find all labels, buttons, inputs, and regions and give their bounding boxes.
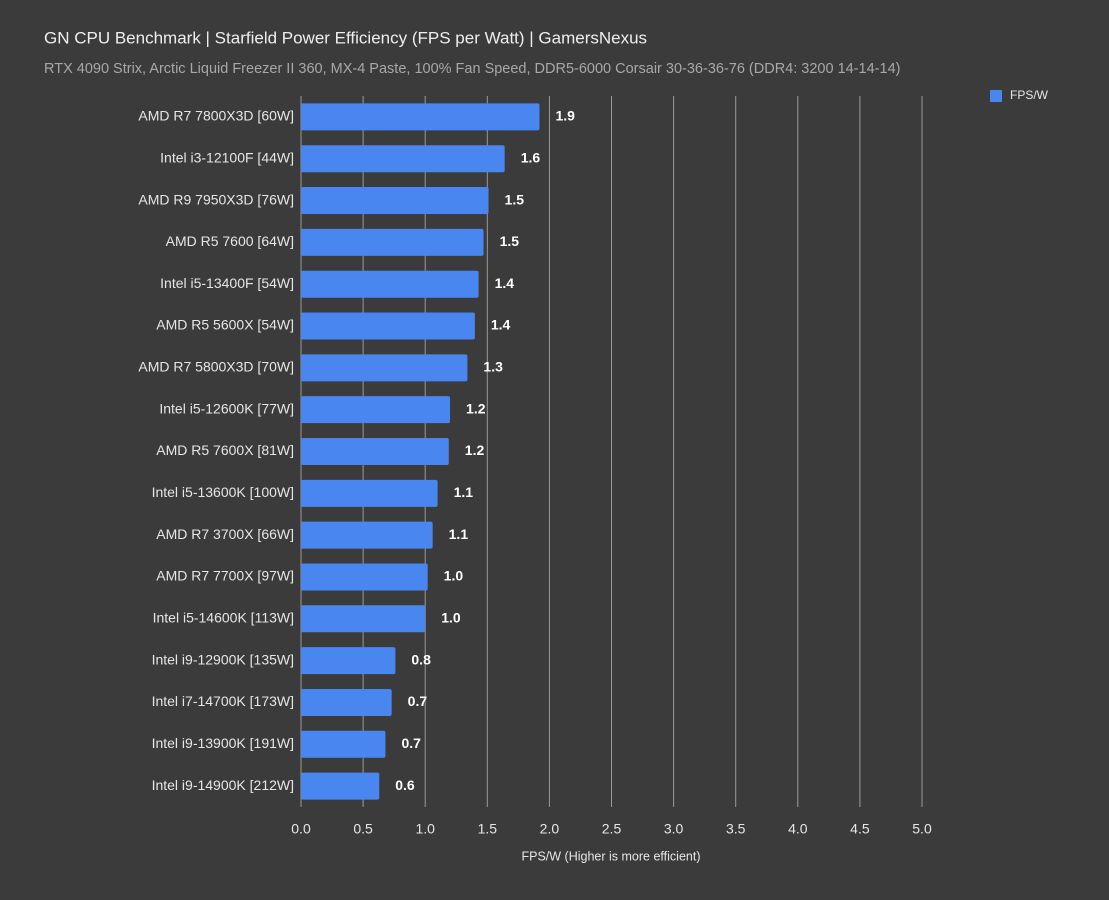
bar — [301, 145, 505, 173]
value-label: 1.3 — [483, 359, 503, 375]
y-tick-label: AMD R5 5600X [54W] — [156, 317, 294, 333]
value-label: 1.4 — [491, 317, 511, 333]
bar — [301, 730, 386, 758]
value-label: 0.6 — [395, 777, 415, 793]
y-tick-label: Intel i9-12900K [135W] — [152, 651, 294, 667]
bar — [301, 563, 428, 591]
legend-swatch — [990, 90, 1002, 102]
bar — [301, 772, 380, 800]
y-tick-label: Intel i3-12100F [44W] — [160, 149, 294, 165]
y-tick-label: AMD R7 7800X3D [60W] — [138, 108, 294, 124]
value-label: 1.2 — [466, 400, 486, 416]
chart-title: GN CPU Benchmark | Starfield Power Effic… — [44, 28, 647, 47]
x-tick-label: 4.0 — [788, 821, 808, 837]
x-tick-label: 2.5 — [602, 821, 622, 837]
value-label: 1.4 — [495, 275, 515, 291]
y-tick-label: AMD R7 5800X3D [70W] — [138, 359, 294, 375]
y-tick-label: Intel i9-14900K [212W] — [152, 777, 294, 793]
bar — [301, 479, 438, 507]
value-label: 1.6 — [521, 149, 541, 165]
value-label: 1.0 — [441, 609, 461, 625]
chart-subtitle: RTX 4090 Strix, Arctic Liquid Freezer II… — [44, 61, 900, 77]
y-tick-label: AMD R7 3700X [66W] — [156, 526, 294, 542]
bar — [301, 228, 484, 256]
x-tick-label: 5.0 — [912, 821, 932, 837]
bar — [301, 270, 479, 298]
bar — [301, 605, 426, 633]
bar — [301, 103, 540, 131]
bar — [301, 396, 451, 424]
y-tick-label: Intel i7-14700K [173W] — [152, 693, 294, 709]
bar — [301, 688, 392, 716]
y-tick-label: AMD R7 7700X [97W] — [156, 568, 294, 584]
x-tick-label: 3.0 — [664, 821, 684, 837]
bar — [301, 647, 396, 675]
value-label: 1.1 — [449, 526, 469, 542]
y-tick-label: Intel i5-14600K [113W] — [153, 609, 294, 625]
y-tick-label: Intel i5-13600K [100W] — [152, 484, 294, 500]
x-tick-label: 3.5 — [726, 821, 746, 837]
x-tick-label: 1.5 — [478, 821, 498, 837]
bar — [301, 187, 489, 215]
value-label: 1.1 — [454, 484, 474, 500]
x-axis-title: FPS/W (Higher is more efficient) — [522, 849, 701, 863]
y-tick-label: Intel i5-13400F [54W] — [160, 275, 294, 291]
x-tick-label: 2.0 — [540, 821, 560, 837]
value-label: 1.5 — [505, 191, 525, 207]
y-tick-label: AMD R5 7600X [81W] — [156, 442, 294, 458]
value-label: 0.7 — [408, 693, 428, 709]
bar — [301, 354, 468, 382]
x-tick-label: 0.0 — [291, 821, 311, 837]
bar — [301, 521, 433, 549]
value-label: 0.8 — [411, 651, 431, 667]
value-label: 1.9 — [555, 108, 575, 124]
bar — [301, 312, 475, 340]
value-label: 1.0 — [444, 568, 464, 584]
y-tick-label: AMD R5 7600 [64W] — [166, 233, 294, 249]
y-tick-label: AMD R9 7950X3D [76W] — [138, 191, 294, 207]
x-tick-label: 1.0 — [415, 821, 435, 837]
x-tick-label: 0.5 — [353, 821, 373, 837]
x-tick-label: 4.5 — [850, 821, 870, 837]
value-label: 1.5 — [500, 233, 520, 249]
bar — [301, 438, 449, 465]
y-tick-label: Intel i9-13900K [191W] — [152, 735, 294, 751]
y-tick-label: Intel i5-12600K [77W] — [159, 400, 294, 416]
legend-label: FPS/W — [1010, 88, 1049, 102]
value-label: 0.7 — [401, 735, 421, 751]
value-label: 1.2 — [465, 442, 485, 458]
